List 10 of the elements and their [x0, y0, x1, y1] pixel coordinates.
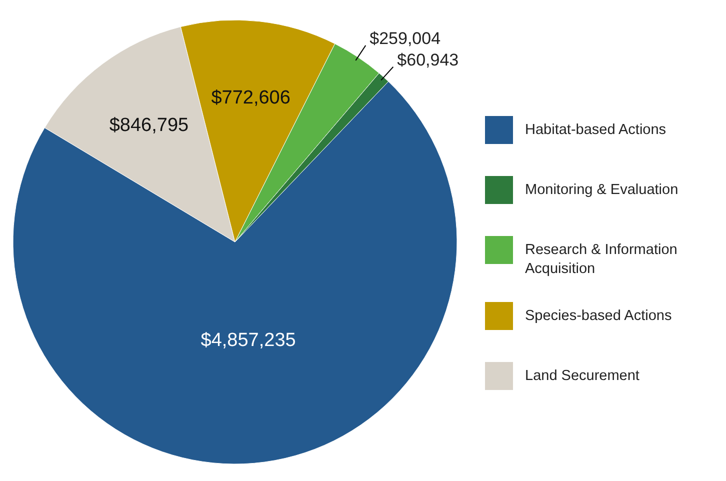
data-label: $259,004 — [370, 28, 441, 48]
legend-label: Habitat-based Actions — [525, 122, 666, 138]
legend-label: Monitoring & Evaluation — [525, 182, 678, 198]
legend-label: Land Securement — [525, 368, 640, 384]
data-label: $846,795 — [109, 115, 189, 136]
legend-label: Species-based Actions — [525, 308, 672, 324]
legend-label: Research & Information Acquisition — [525, 242, 678, 277]
data-label: $772,606 — [211, 88, 290, 109]
data-label: $4,857,235 — [200, 330, 296, 352]
data-label: $60,943 — [397, 50, 459, 70]
